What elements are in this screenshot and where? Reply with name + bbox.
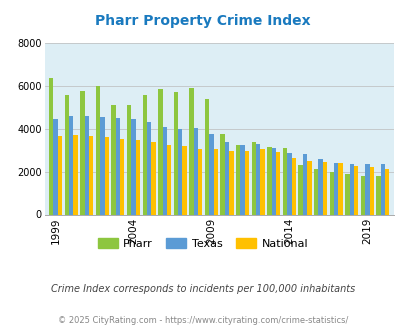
Bar (198, 149, 202, 214)
Bar (189, 88, 193, 214)
Legend: Pharr, Texas, National: Pharr, Texas, National (93, 234, 312, 253)
Bar (120, 139, 124, 214)
Bar (73, 135, 77, 214)
Bar (162, 127, 166, 214)
Text: Pharr Property Crime Index: Pharr Property Crime Index (95, 15, 310, 28)
Bar (313, 170, 318, 214)
Bar (147, 122, 151, 214)
Bar (353, 166, 357, 214)
Bar (127, 105, 131, 214)
Bar (209, 134, 213, 214)
Bar (53, 119, 58, 214)
Bar (115, 118, 120, 214)
Bar (384, 170, 388, 214)
Bar (58, 136, 62, 214)
Bar (251, 142, 256, 214)
Bar (111, 105, 115, 214)
Bar (364, 164, 369, 214)
Bar (193, 128, 198, 214)
Bar (266, 147, 271, 214)
Bar (178, 129, 182, 214)
Bar (244, 151, 249, 214)
Bar (224, 142, 229, 214)
Bar (291, 158, 295, 214)
Bar (89, 136, 93, 214)
Bar (158, 89, 162, 214)
Bar (173, 92, 178, 214)
Bar (318, 159, 322, 214)
Bar (337, 163, 342, 215)
Bar (69, 116, 73, 214)
Bar (135, 141, 140, 214)
Bar (104, 137, 109, 214)
Bar (307, 161, 311, 214)
Bar (142, 95, 147, 214)
Bar (271, 148, 275, 214)
Bar (213, 149, 217, 214)
Bar (235, 145, 240, 214)
Bar (182, 146, 186, 214)
Bar (166, 145, 171, 214)
Bar (80, 91, 84, 214)
Bar (151, 142, 155, 214)
Bar (275, 152, 279, 214)
Bar (349, 164, 353, 214)
Bar (84, 116, 89, 214)
Bar (100, 117, 104, 214)
Bar (322, 162, 326, 214)
Bar (229, 151, 233, 214)
Bar (302, 154, 307, 214)
Bar (380, 164, 384, 214)
Bar (298, 165, 302, 215)
Bar (360, 176, 364, 214)
Bar (369, 167, 373, 214)
Bar (220, 134, 224, 214)
Text: Crime Index corresponds to incidents per 100,000 inhabitants: Crime Index corresponds to incidents per… (51, 284, 354, 294)
Bar (260, 149, 264, 214)
Bar (240, 145, 244, 214)
Bar (131, 119, 135, 214)
Bar (49, 78, 53, 214)
Bar (344, 174, 349, 214)
Bar (64, 95, 69, 214)
Bar (375, 176, 380, 214)
Bar (286, 153, 291, 214)
Bar (282, 148, 286, 214)
Text: © 2025 CityRating.com - https://www.cityrating.com/crime-statistics/: © 2025 CityRating.com - https://www.city… (58, 315, 347, 325)
Bar (333, 163, 337, 215)
Bar (329, 172, 333, 214)
Bar (205, 99, 209, 214)
Bar (96, 86, 100, 214)
Bar (256, 144, 260, 214)
